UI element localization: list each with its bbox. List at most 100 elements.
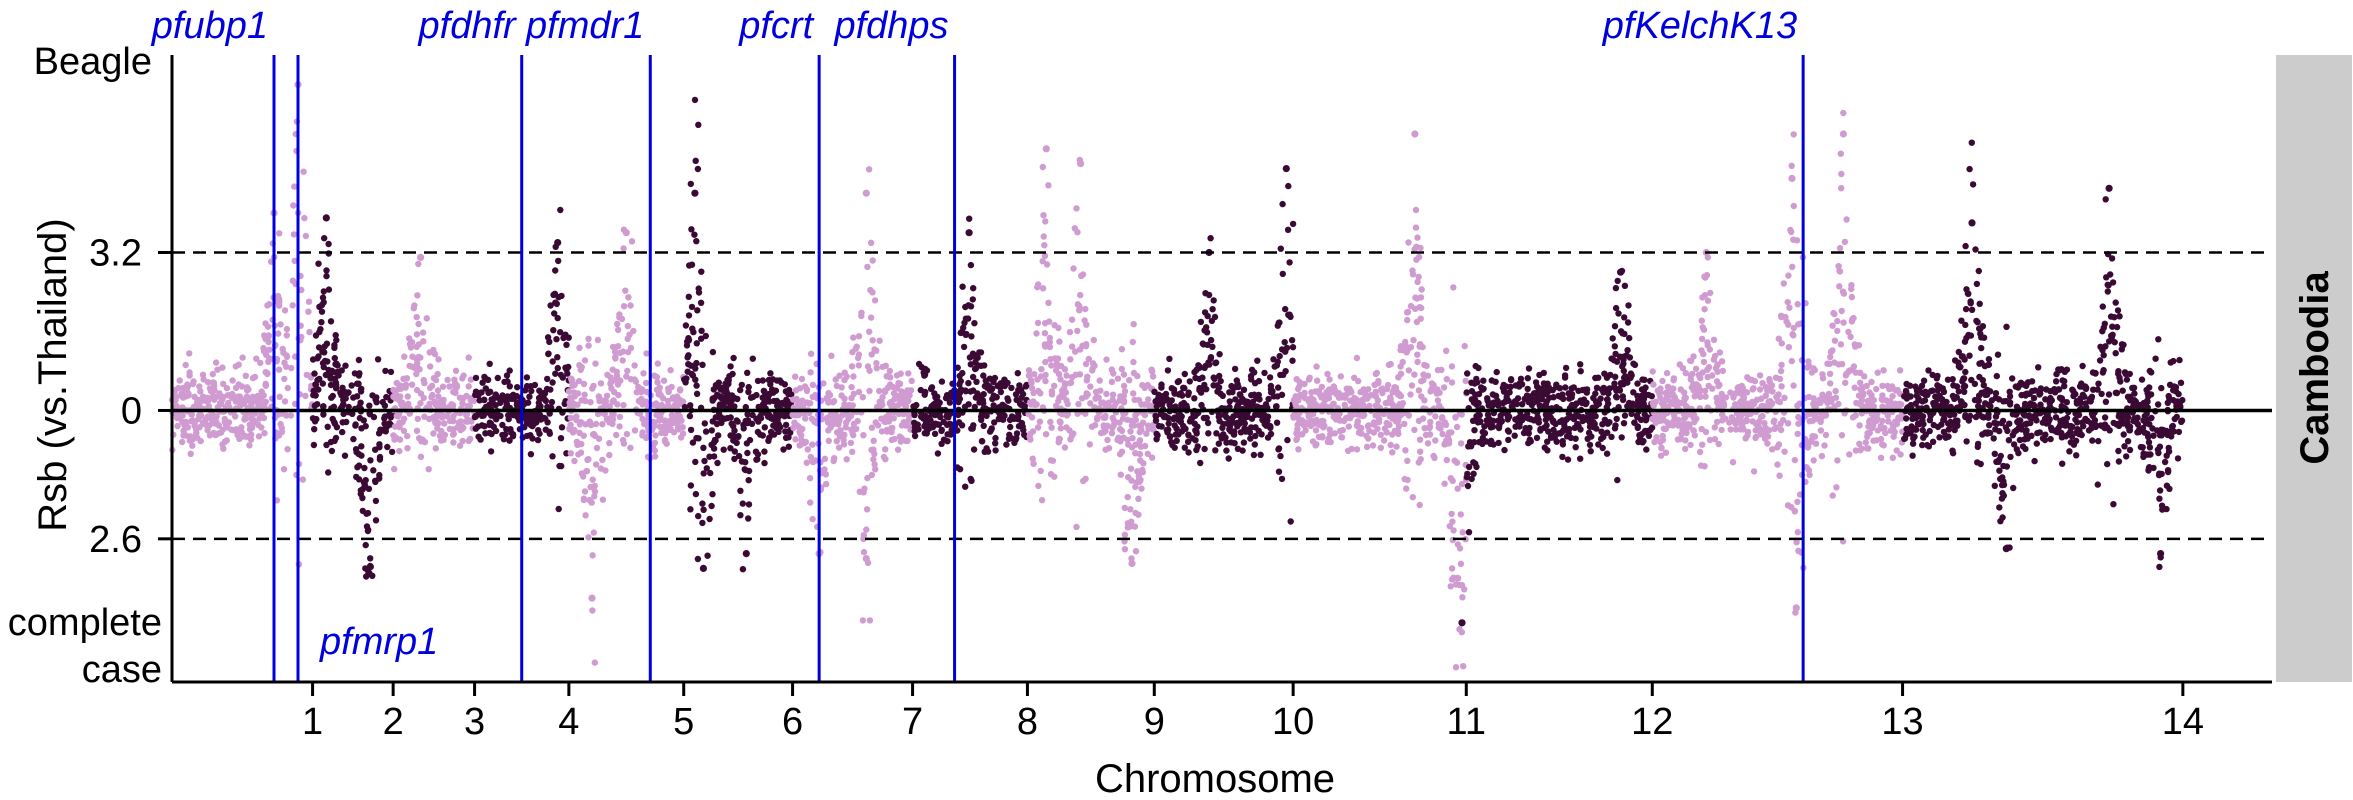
data-point — [1697, 462, 1705, 469]
data-point — [863, 526, 870, 533]
data-point — [658, 429, 665, 437]
data-point — [1996, 504, 2003, 511]
data-point — [1232, 396, 1239, 403]
data-point — [627, 302, 634, 309]
data-point — [1616, 385, 1623, 392]
data-point — [366, 411, 374, 418]
data-point — [306, 328, 313, 336]
data-point — [1132, 548, 1140, 555]
data-point — [1833, 484, 1840, 491]
data-point — [1761, 420, 1768, 427]
data-point — [867, 314, 875, 321]
data-point — [1452, 664, 1460, 671]
data-point — [749, 411, 756, 419]
data-point — [1635, 438, 1642, 446]
data-point — [1690, 411, 1698, 419]
data-point — [1082, 475, 1089, 482]
data-point — [571, 426, 578, 434]
data-point — [1834, 317, 1841, 325]
data-point — [731, 455, 738, 463]
data-point — [358, 443, 365, 450]
data-point — [1507, 376, 1515, 384]
data-point — [870, 456, 877, 463]
data-point — [350, 394, 357, 401]
data-point — [365, 526, 372, 533]
data-point — [1211, 313, 1219, 321]
data-point — [745, 388, 752, 396]
data-point — [1051, 322, 1058, 329]
data-point — [549, 379, 556, 386]
data-point — [1289, 357, 1296, 364]
data-point — [417, 354, 424, 361]
data-point — [426, 349, 433, 356]
data-point — [1401, 420, 1408, 428]
data-point — [891, 395, 898, 403]
data-point — [1338, 434, 1345, 441]
data-point — [631, 427, 639, 434]
data-point — [373, 394, 380, 401]
data-point — [261, 430, 268, 437]
data-point — [1372, 388, 1380, 395]
data-point — [1416, 501, 1423, 509]
data-point — [1240, 386, 1248, 393]
data-point — [962, 483, 969, 490]
data-point — [534, 436, 542, 444]
chromosome-points-11 — [1290, 130, 1470, 671]
data-point — [623, 430, 631, 438]
data-point — [711, 436, 719, 444]
data-point — [374, 356, 382, 363]
data-point — [1361, 411, 1368, 419]
data-point — [628, 238, 636, 245]
data-point — [940, 436, 948, 443]
data-point — [830, 457, 837, 465]
data-point — [667, 367, 674, 374]
data-point — [1210, 297, 1217, 304]
data-point — [283, 352, 290, 359]
data-point — [417, 453, 425, 460]
data-point — [1789, 263, 1796, 270]
data-point — [264, 369, 271, 377]
data-point — [1687, 357, 1694, 364]
data-point — [807, 350, 815, 357]
data-point — [943, 394, 950, 402]
data-point — [822, 471, 830, 478]
data-point — [1281, 339, 1288, 346]
data-point — [204, 379, 212, 386]
data-point — [1889, 454, 1897, 461]
data-point — [1500, 388, 1508, 395]
data-point — [833, 438, 840, 445]
data-point — [1298, 417, 1306, 424]
data-point — [513, 392, 520, 400]
data-point — [867, 239, 875, 246]
data-point — [1585, 429, 1593, 436]
data-point — [1650, 381, 1657, 388]
data-point — [1740, 425, 1747, 432]
data-point — [1577, 455, 1584, 462]
data-point — [1842, 372, 1850, 379]
data-point — [1370, 429, 1378, 436]
data-point — [766, 411, 773, 419]
data-point — [332, 360, 339, 368]
data-point — [1608, 433, 1615, 441]
peak-point — [1839, 130, 1847, 138]
data-point — [809, 441, 816, 448]
data-point — [575, 377, 583, 385]
data-point — [1852, 412, 1859, 419]
data-point — [1302, 427, 1309, 434]
data-point — [1719, 367, 1727, 375]
data-point — [367, 457, 374, 464]
data-point — [419, 436, 426, 443]
data-point — [656, 423, 664, 430]
data-point — [972, 358, 979, 366]
data-point — [709, 491, 716, 498]
data-point — [320, 288, 327, 295]
data-point — [1674, 436, 1682, 443]
data-point — [1395, 423, 1403, 430]
data-point — [694, 165, 702, 173]
data-point — [651, 447, 658, 454]
data-point — [1461, 586, 1468, 593]
data-point — [1414, 278, 1421, 286]
data-point — [467, 396, 475, 403]
data-point — [1879, 382, 1886, 389]
data-point — [631, 362, 638, 369]
